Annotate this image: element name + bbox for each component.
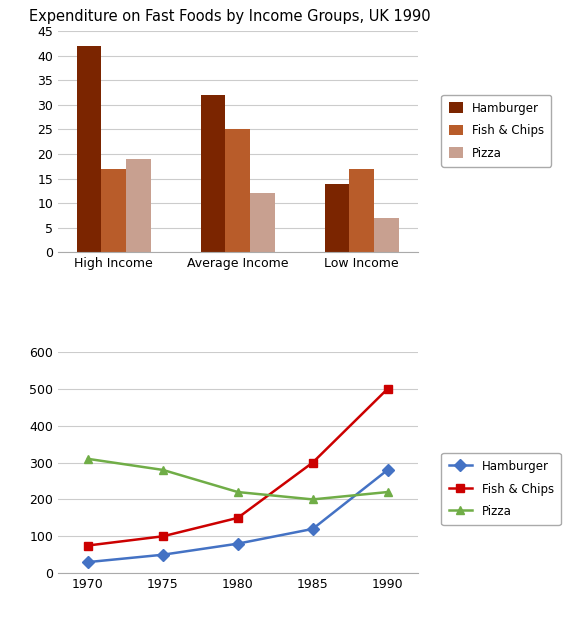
Bar bbox=[201, 95, 226, 252]
Bar bbox=[77, 46, 102, 252]
Pizza bbox=[234, 488, 241, 496]
Hamburger bbox=[85, 558, 92, 566]
Fish & Chips bbox=[85, 542, 92, 549]
Line: Hamburger: Hamburger bbox=[84, 466, 392, 566]
Bar bbox=[374, 218, 399, 252]
Bar bbox=[126, 159, 151, 252]
Legend: Hamburger, Fish & Chips, Pizza: Hamburger, Fish & Chips, Pizza bbox=[441, 95, 552, 167]
Pizza bbox=[309, 496, 316, 503]
Fish & Chips bbox=[309, 459, 316, 466]
Line: Fish & Chips: Fish & Chips bbox=[84, 384, 392, 549]
Pizza bbox=[160, 466, 166, 473]
Hamburger bbox=[384, 466, 391, 473]
Hamburger bbox=[234, 540, 241, 548]
Fish & Chips bbox=[384, 385, 391, 392]
Bar bbox=[102, 169, 126, 252]
Pizza bbox=[85, 455, 92, 463]
Fish & Chips bbox=[234, 514, 241, 521]
Bar bbox=[349, 169, 374, 252]
Pizza bbox=[384, 488, 391, 496]
Fish & Chips bbox=[160, 533, 166, 540]
Text: Expenditure on Fast Foods by Income Groups, UK 1990: Expenditure on Fast Foods by Income Grou… bbox=[29, 9, 431, 24]
Bar bbox=[250, 193, 275, 252]
Legend: Hamburger, Fish & Chips, Pizza: Hamburger, Fish & Chips, Pizza bbox=[441, 453, 561, 525]
Line: Pizza: Pizza bbox=[84, 455, 392, 503]
Bar bbox=[325, 184, 349, 252]
Hamburger bbox=[160, 551, 166, 558]
Bar bbox=[226, 130, 250, 252]
Hamburger bbox=[309, 525, 316, 533]
